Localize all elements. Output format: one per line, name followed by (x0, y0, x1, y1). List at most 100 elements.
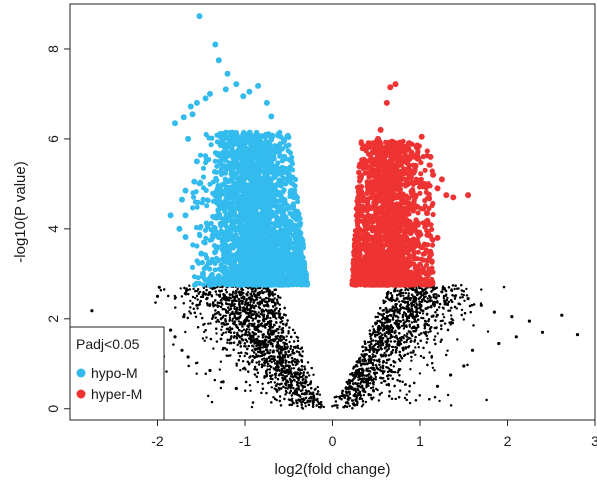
non-significant-point (370, 379, 374, 382)
non-significant-point (228, 316, 232, 319)
non-significant-point (219, 305, 223, 309)
non-significant-point (435, 301, 438, 304)
non-significant-point (431, 366, 435, 369)
non-significant-point (287, 332, 290, 335)
non-significant-point (361, 386, 364, 389)
non-significant-point (251, 324, 255, 328)
non-significant-point (405, 305, 409, 308)
non-significant-point (462, 293, 465, 297)
non-significant-point (282, 322, 285, 326)
non-significant-point (290, 398, 293, 402)
non-significant-point (283, 306, 286, 310)
non-significant-point (280, 364, 283, 367)
non-significant-point (283, 344, 286, 347)
non-significant-point (205, 336, 208, 339)
non-significant-point (409, 351, 412, 354)
non-significant-point (369, 345, 372, 348)
non-significant-point (188, 288, 192, 291)
non-significant-point (301, 392, 304, 395)
non-significant-point (289, 353, 292, 357)
non-significant-point (205, 288, 208, 292)
non-significant-point (251, 401, 255, 404)
non-significant-point (249, 355, 252, 358)
non-significant-point (211, 317, 214, 320)
non-significant-point (362, 378, 365, 381)
non-significant-point (261, 346, 265, 349)
non-significant-point (219, 386, 223, 390)
non-significant-point (238, 336, 242, 339)
non-significant-point (398, 380, 402, 383)
non-significant-point (196, 298, 199, 301)
non-significant-point (419, 354, 423, 358)
non-significant-point (211, 287, 214, 291)
non-significant-point (274, 367, 277, 371)
non-significant-point (284, 359, 287, 362)
non-significant-point (386, 324, 389, 327)
non-significant-point (292, 387, 295, 390)
non-significant-point (239, 342, 242, 345)
non-significant-point (259, 323, 262, 326)
non-significant-point (272, 310, 275, 314)
non-significant-point (244, 338, 247, 341)
non-significant-point (502, 285, 506, 289)
non-significant-point (390, 369, 393, 372)
non-significant-point (214, 316, 217, 319)
non-significant-point (374, 364, 378, 367)
non-significant-point (408, 323, 411, 326)
non-significant-point (376, 319, 379, 323)
non-significant-point (278, 303, 281, 306)
non-significant-point (224, 288, 228, 291)
non-significant-point (374, 354, 377, 358)
non-significant-point (296, 358, 299, 362)
non-significant-point (430, 355, 433, 358)
non-significant-point (423, 327, 426, 330)
non-significant-point (268, 368, 271, 371)
non-significant-point (260, 365, 264, 369)
non-significant-point (233, 322, 236, 325)
non-significant-point (263, 341, 267, 345)
non-significant-point (249, 293, 252, 296)
non-significant-point (331, 405, 334, 408)
non-significant-point (281, 327, 284, 330)
non-significant-point (384, 340, 388, 343)
non-significant-point (265, 357, 269, 361)
non-significant-point (290, 367, 293, 370)
non-significant-point (442, 294, 446, 298)
non-significant-point (379, 346, 383, 350)
non-significant-point (219, 317, 223, 321)
non-significant-point (283, 375, 286, 378)
non-significant-point (378, 319, 381, 323)
non-significant-point (306, 361, 310, 364)
non-significant-point (401, 299, 404, 303)
non-significant-point (363, 340, 366, 343)
non-significant-point (369, 359, 372, 362)
non-significant-point (377, 399, 381, 402)
non-significant-point (240, 296, 243, 300)
non-significant-point (212, 302, 215, 305)
non-significant-point (284, 351, 287, 354)
non-significant-point (403, 396, 407, 400)
non-significant-point (382, 301, 386, 305)
non-significant-point (221, 348, 225, 351)
non-significant-point (249, 389, 252, 392)
non-significant-point (304, 405, 307, 408)
non-significant-point (227, 306, 230, 309)
non-significant-point (308, 374, 311, 377)
non-significant-point (235, 362, 238, 365)
non-significant-point (380, 391, 383, 394)
non-significant-point (271, 374, 274, 377)
non-significant-point (236, 343, 239, 346)
non-significant-point (393, 340, 397, 343)
non-significant-point (372, 396, 375, 399)
non-significant-point (349, 397, 352, 400)
non-significant-point (225, 348, 228, 351)
non-significant-point (443, 288, 447, 291)
non-significant-point (374, 378, 377, 381)
non-significant-point (293, 392, 297, 396)
non-significant-point (360, 397, 364, 401)
non-significant-point (262, 333, 265, 336)
non-significant-point (252, 339, 256, 342)
non-significant-point (277, 331, 280, 335)
non-significant-point (255, 315, 258, 318)
non-significant-point (279, 348, 283, 352)
